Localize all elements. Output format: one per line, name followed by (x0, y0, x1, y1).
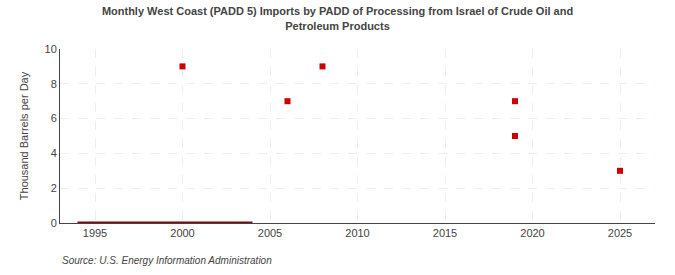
svg-text:2025: 2025 (608, 227, 632, 239)
svg-text:8: 8 (51, 78, 57, 90)
svg-text:2010: 2010 (345, 227, 369, 239)
svg-text:6: 6 (51, 112, 57, 124)
svg-text:2005: 2005 (258, 227, 282, 239)
svg-text:4: 4 (51, 147, 57, 159)
svg-text:Source: U.S. Energy Informatio: Source: U.S. Energy Information Administ… (62, 255, 272, 266)
svg-text:1995: 1995 (83, 227, 107, 239)
svg-text:Thousand Barrels per Day: Thousand Barrels per Day (18, 71, 30, 200)
svg-text:2: 2 (51, 182, 57, 194)
svg-text:2020: 2020 (520, 227, 544, 239)
svg-text:Monthly West Coast (PADD 5) Im: Monthly West Coast (PADD 5) Imports by P… (102, 5, 573, 31)
svg-text:2000: 2000 (170, 227, 194, 239)
svg-text:10: 10 (45, 43, 57, 55)
svg-text:0: 0 (51, 217, 57, 229)
svg-text:2015: 2015 (433, 227, 457, 239)
